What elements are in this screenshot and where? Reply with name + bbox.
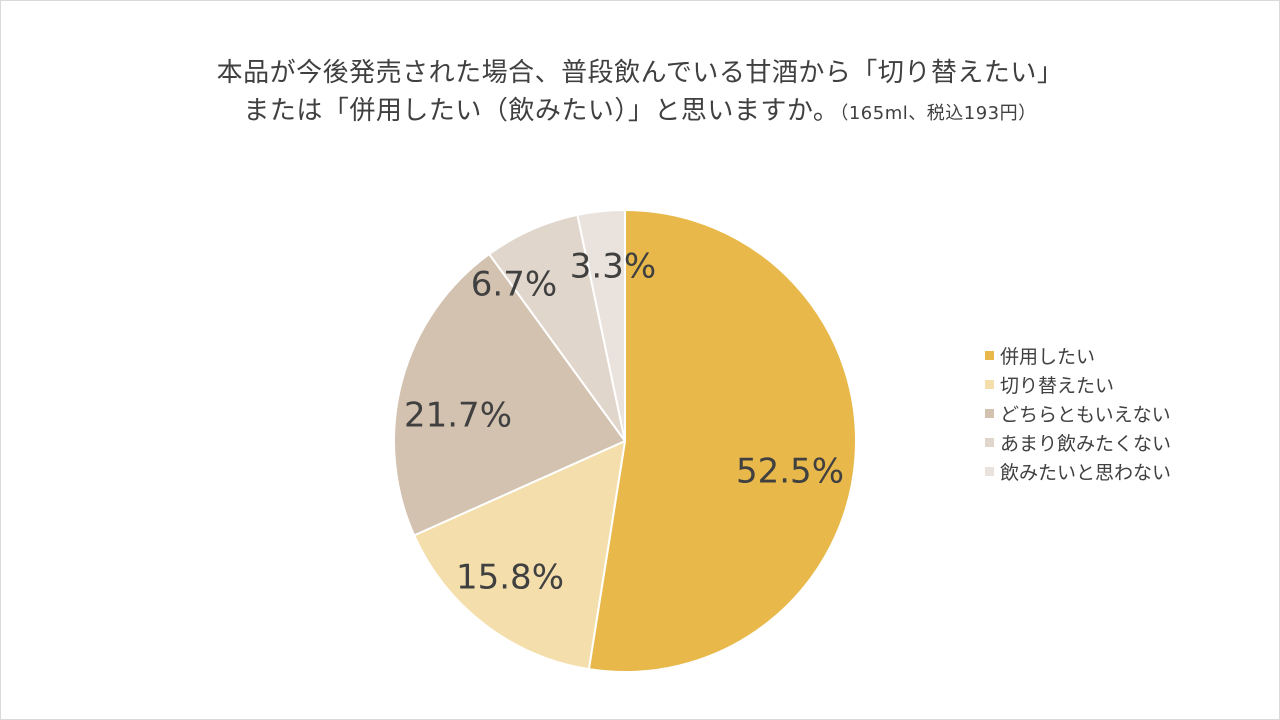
legend-swatch-1 [985, 351, 994, 360]
legend-item-1: 併用したい [985, 341, 1171, 370]
legend-item-4: あまり飲みたくない [985, 428, 1171, 457]
legend-label-3: どちらともいえない [1000, 404, 1171, 426]
legend-item-5: 飲みたいと思わない [985, 457, 1171, 486]
legend-label-2: 切り替えたい [1000, 375, 1115, 397]
pie-slice-2 [413, 440, 626, 671]
legend-label-5: 飲みたいと思わない [1000, 462, 1172, 484]
data-label-5: 3.3% [570, 247, 656, 287]
data-label-3: 21.7% [404, 396, 512, 436]
legend-label-4: あまり飲みたくない [1000, 433, 1172, 455]
legend-label-1: 併用したい [1000, 346, 1096, 368]
legend-swatch-5 [985, 467, 994, 476]
pie-slice-1 [587, 209, 857, 673]
data-label-2: 15.8% [456, 558, 564, 598]
legend-item-3: どちらともいえない [985, 399, 1171, 428]
data-label-1: 52.5% [736, 452, 844, 492]
chart-title-line-1: 本品が今後発売された場合、普段飲んでいる甘酒から「切り替えたい」 [0, 56, 1280, 90]
chart-title-text-2: または「併用したい（飲みたい）」と思いますか。 [243, 96, 840, 126]
chart-legend: 併用したい切り替えたいどちらともいえない あまり飲みたくない 飲みたいと思わない [985, 341, 1171, 486]
chart-title-line-2: または「併用したい（飲みたい）」と思いますか。（165ml、税込193円） [0, 94, 1280, 131]
pie-slice-5 [576, 209, 626, 442]
legend-swatch-3 [985, 409, 994, 418]
chart-title-note: （165ml、税込193円） [839, 103, 1037, 124]
legend-item-2: 切り替えたい [985, 370, 1171, 399]
chart-title-text-1: 本品が今後発売された場合、普段飲んでいる甘酒から「切り替えたい」 [216, 58, 1064, 88]
pie-slice-3 [393, 253, 626, 537]
legend-swatch-2 [985, 380, 994, 389]
legend-swatch-4 [985, 438, 994, 447]
data-label-4: 6.7% [471, 265, 557, 305]
